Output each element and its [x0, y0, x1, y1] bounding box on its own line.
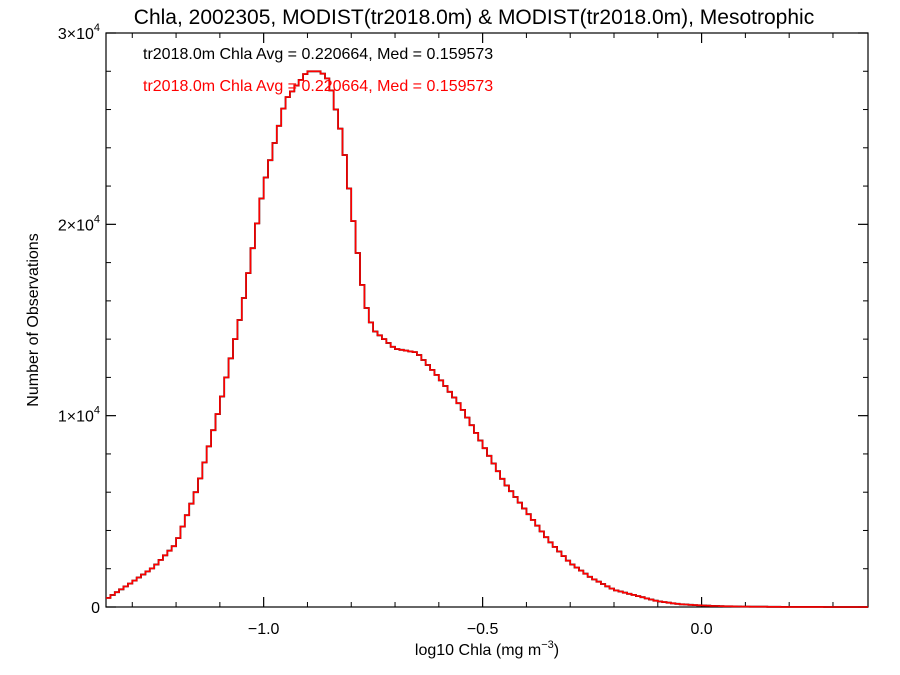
y-tick-label: 3×104 — [58, 22, 100, 43]
x-axis-ticks: −1.0 −0.5 0.0 — [131, 33, 834, 638]
y-tick-label-base: 1×10 — [58, 409, 94, 426]
x-tick-label: −1.0 — [248, 621, 280, 638]
y-tick-label-sup: 4 — [94, 22, 100, 34]
y-tick-label-base: 3×10 — [58, 26, 94, 43]
x-axis-label-base: log10 Chla (mg m — [415, 642, 541, 659]
chart-title: Chla, 2002305, MODIST(tr2018.0m) & MODIS… — [134, 6, 814, 29]
series-line-1 — [106, 70, 868, 608]
y-tick-label-sup: 4 — [94, 213, 100, 225]
y-axis-label: Number of Observations — [25, 233, 42, 406]
series-layer — [106, 70, 868, 608]
x-tick-label: −0.5 — [467, 621, 499, 638]
series-line-2 — [106, 70, 868, 608]
y-tick-label: 2×104 — [58, 213, 100, 234]
y-tick-label-base: 2×10 — [58, 217, 94, 234]
y-tick-label-sup: 4 — [94, 405, 100, 417]
x-axis-label: log10 Chla (mg m−3) — [415, 639, 559, 659]
annotation-line-2: tr2018.0m Chla Avg = 0.220664, Med = 0.1… — [143, 78, 493, 95]
y-tick-label: 1×104 — [58, 405, 100, 426]
x-axis-label-close: ) — [554, 642, 559, 659]
annotation-line-1: tr2018.0m Chla Avg = 0.220664, Med = 0.1… — [143, 46, 493, 63]
y-tick-label: 0 — [91, 600, 100, 617]
plot-frame — [105, 32, 869, 608]
x-axis-label-sup: −3 — [541, 639, 554, 651]
y-tick-label-base: 0 — [91, 600, 100, 617]
x-tick-label: 0.0 — [690, 621, 712, 638]
